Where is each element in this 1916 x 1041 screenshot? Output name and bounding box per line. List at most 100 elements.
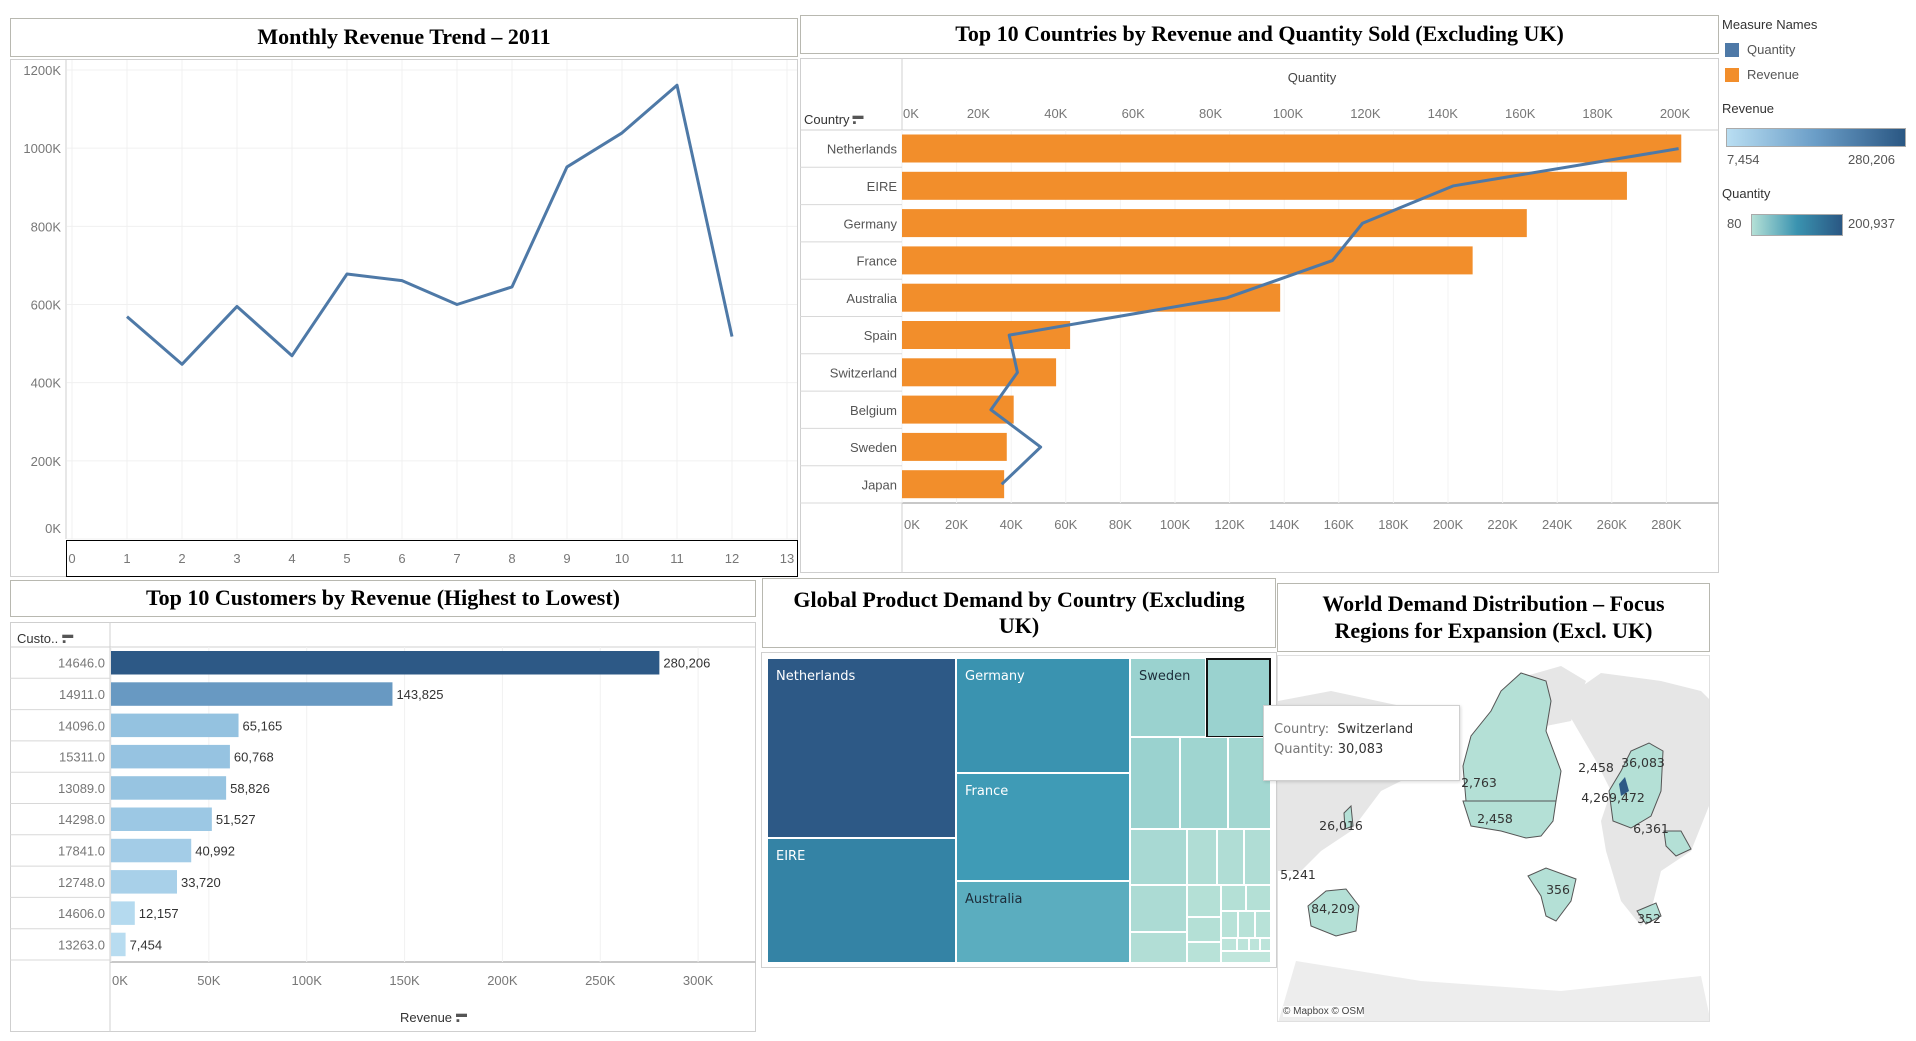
customer-header[interactable]: Custo.. ▬ ▪ [17,628,74,648]
monthly-title: Monthly Revenue Trend – 2011 [10,18,798,57]
treemap-tile-germany[interactable]: Germany [956,658,1130,773]
treemap-tile[interactable] [1255,911,1271,938]
quantity-color-ramp [1751,214,1843,236]
legend-quantity-title: Quantity [1722,186,1771,201]
country-header-label: Country [804,112,850,127]
sort-icon[interactable]: ▬ ▪ [852,109,864,129]
tile-label: EIRE [776,849,806,864]
legend-label-revenue: Revenue [1747,67,1800,82]
tile-label: Sweden [1139,669,1191,684]
map-quantity-label: 2,458 [1578,760,1614,775]
map-quantity-label: 352 [1637,911,1661,926]
treemap-tile[interactable] [1130,737,1180,829]
tooltip-country-value: Switzerland [1337,722,1414,737]
map-title-text: World Demand Distribution – Focus Region… [1322,591,1665,643]
treemap-tile-france[interactable]: France [956,773,1130,881]
country-saudi-arabia [1663,830,1692,857]
tooltip-quantity-key: Quantity: [1274,742,1334,757]
treemap-tile-sweden[interactable]: Sweden [1130,658,1206,737]
treemap-tile[interactable] [1187,917,1221,942]
tile-label: Netherlands [776,669,856,684]
legend-swatch-quantity [1725,42,1739,57]
treemap-tile[interactable] [1237,938,1249,951]
quantity-min: 80 [1727,216,1742,231]
map-quantity-label: 2,763 [1461,775,1497,790]
monthly-title-text: Monthly Revenue Trend – 2011 [257,24,551,50]
country-usa [1462,800,1557,839]
map-quantity-label: 2,458 [1477,811,1513,826]
treemap-tile[interactable] [1221,911,1238,938]
treemap-tile[interactable] [1187,829,1217,885]
countries-title-text: Top 10 Countries by Revenue and Quantity… [955,21,1564,47]
map-tooltip: Country: Switzerland Quantity: 30,083 [1263,705,1460,781]
highlighted-countries [1307,672,1692,937]
country-brazil [1527,867,1577,922]
legend-item-revenue[interactable]: Revenue [1725,67,1799,82]
legend-label-quantity: Quantity [1747,42,1796,57]
revenue-axis-title[interactable]: Revenue ▬ ▪ [400,1007,468,1027]
sort-icon[interactable]: ▬ ▪ [62,628,74,648]
tooltip-country-key: Country: [1274,722,1330,737]
region-europe [1608,742,1664,829]
map-quantity-label: 36,083 [1621,755,1665,770]
map-quantity-label: 4,269,472 [1581,790,1645,805]
monthly-chart-pane [10,59,798,577]
treemap-tile[interactable] [1260,938,1271,951]
treemap-tile[interactable] [1249,938,1260,951]
treemap-tile[interactable] [1187,942,1221,963]
treemap-tile-eire[interactable]: EIRE [767,838,956,963]
treemap-tile[interactable] [1221,951,1271,963]
treemap-tile[interactable] [1221,885,1246,911]
country-australia [1307,888,1360,937]
legend-revenue-title: Revenue [1722,101,1775,116]
treemap-tile[interactable] [1246,885,1271,911]
map-quantity-label: 6,361 [1633,821,1669,836]
treemap-tile[interactable] [1130,829,1187,885]
treemap-tile-switzerland-selected[interactable] [1206,658,1271,738]
treemap-tile[interactable] [1244,829,1271,885]
countries-chart-pane [800,58,1719,573]
treemap-tile-netherlands[interactable]: Netherlands [767,658,956,838]
revenue-min: 7,454 [1727,152,1760,167]
customer-header-label: Custo.. [17,631,59,646]
map-quantity-label: 84,209 [1311,901,1355,916]
tile-label: France [965,784,1009,799]
legend-item-quantity[interactable]: Quantity [1725,42,1795,57]
legend-swatch-revenue [1725,67,1739,82]
country-header[interactable]: Country ▬ ▪ [804,109,864,129]
customers-title: Top 10 Customers by Revenue (Highest to … [10,580,756,617]
map-credit: © Mapbox © OSM [1283,1006,1365,1017]
country-japan [1343,804,1354,830]
revenue-max: 280,206 [1848,152,1895,167]
map-quantity-label: 356 [1546,882,1570,897]
treemap-title-text: Global Product Demand by Country (Exclud… [793,586,1245,638]
treemap-title: Global Product Demand by Country (Exclud… [762,578,1276,648]
map-title: World Demand Distribution – Focus Region… [1277,583,1710,652]
legend-measure-names-title: Measure Names [1722,17,1818,32]
treemap-tile[interactable] [1221,938,1237,951]
customers-title-text: Top 10 Customers by Revenue (Highest to … [145,585,620,611]
treemap-tile[interactable] [1180,737,1228,829]
customers-chart-pane [10,622,756,1032]
tooltip-quantity-value: 30,083 [1337,742,1384,757]
treemap-tile[interactable] [1217,829,1244,885]
country-south-africa [1636,902,1662,925]
map-quantity-label: 5,241 [1280,867,1316,882]
treemap-tile[interactable] [1187,885,1221,917]
countries-title: Top 10 Countries by Revenue and Quantity… [800,15,1719,54]
treemap-tile[interactable] [1130,932,1187,963]
quantity-max: 200,937 [1848,216,1895,231]
treemap-tile[interactable] [1238,911,1255,938]
treemap-tile-australia[interactable]: Australia [956,881,1130,963]
map-quantity-label: 26,016 [1319,818,1363,833]
monthly-x-axis-box [66,540,798,577]
tile-label: Australia [965,892,1023,907]
sort-icon[interactable]: ▬ ▪ [456,1007,468,1027]
treemap: Netherlands EIRE Germany France Australi… [767,658,1271,963]
country-uk [1619,777,1629,796]
tile-label: Germany [965,669,1025,684]
revenue-color-ramp [1726,128,1906,147]
quantity-axis-title: Quantity [1287,70,1337,85]
revenue-axis-title-text: Revenue [400,1010,453,1025]
treemap-tile[interactable] [1130,885,1187,932]
